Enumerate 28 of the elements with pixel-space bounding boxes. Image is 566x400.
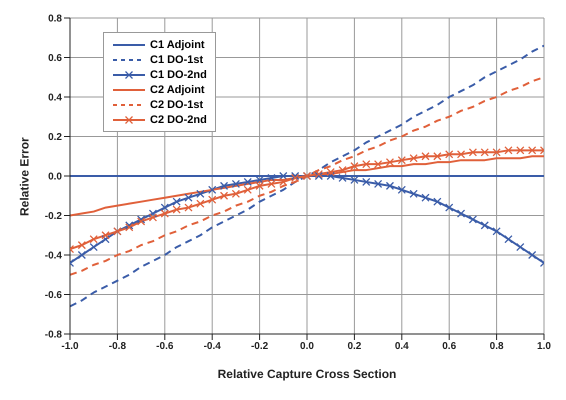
x-tick-label: -0.6 <box>156 341 174 352</box>
x-tick-label: -0.8 <box>108 341 126 352</box>
legend-label: C1 DO-1st <box>150 54 204 66</box>
legend-label: C1 Adjoint <box>150 38 205 50</box>
x-axis-title: Relative Capture Cross Section <box>218 367 396 381</box>
x-tick-label: -0.2 <box>250 341 269 352</box>
y-tick-label: 0.2 <box>48 132 62 144</box>
x-tick-label: -0.4 <box>204 341 222 352</box>
y-tick-label: 0.6 <box>48 53 62 64</box>
legend-label: C2 Adjoint <box>150 84 205 96</box>
y-tick-label: 0.4 <box>48 92 62 104</box>
x-tick-label: -1.0 <box>61 341 80 352</box>
legend-label: C2 DO-2nd <box>150 114 207 126</box>
y-tick-label: -0.8 <box>44 330 62 341</box>
y-tick-label: 0.0 <box>48 172 62 183</box>
x-tick-label: 0.6 <box>442 341 457 352</box>
x-tick-label: 0.2 <box>347 341 362 352</box>
x-tick-label: 0.0 <box>300 341 314 352</box>
legend-label: C2 DO-1st <box>150 98 204 110</box>
y-axis-title: Relative Error <box>17 136 32 216</box>
y-tick-label: -0.4 <box>44 250 62 262</box>
x-tick-label: 1.0 <box>537 341 552 352</box>
x-tick-label: 0.8 <box>490 341 504 352</box>
y-tick-label: -0.6 <box>44 290 62 302</box>
legend-label: C1 DO-2nd <box>150 68 207 80</box>
y-tick-label: 0.8 <box>48 14 62 25</box>
y-tick-label: -0.2 <box>44 211 62 222</box>
x-tick-label: 0.4 <box>394 341 410 352</box>
